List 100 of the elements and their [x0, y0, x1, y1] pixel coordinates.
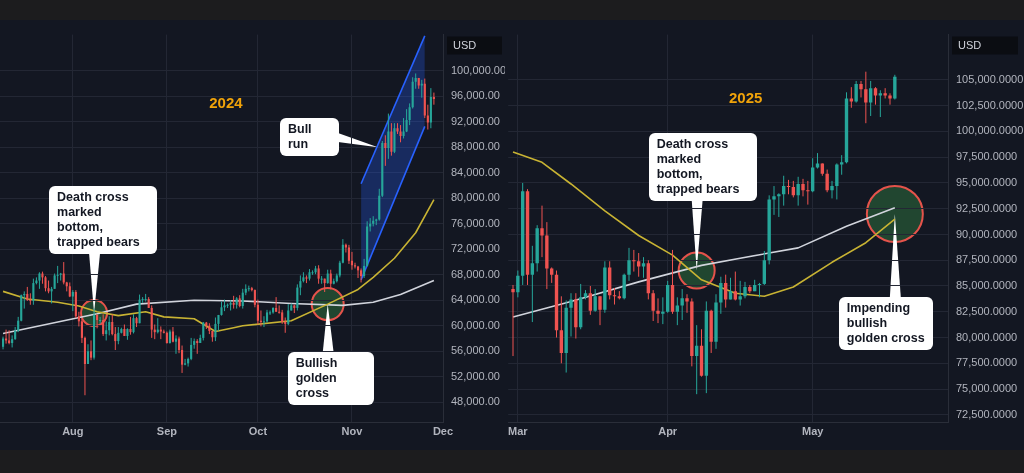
- candlestick: [89, 339, 93, 361]
- candlestick: [311, 269, 314, 276]
- y-tick-label: 75,000.0000: [956, 382, 1018, 395]
- y-tick-label: 68,000.00: [451, 267, 500, 280]
- candlestick: [825, 169, 829, 193]
- x-tick-label: Dec: [432, 424, 454, 437]
- candlestick: [762, 250, 767, 286]
- candlestick: [132, 313, 135, 334]
- candlestick: [680, 288, 684, 321]
- y-tick-label: 76,000.00: [451, 216, 500, 229]
- candlestick: [8, 329, 11, 345]
- candlestick: [835, 162, 839, 200]
- candlestick: [138, 294, 141, 324]
- candlestick: [102, 313, 105, 337]
- y-tick-label: 85,000.0000: [956, 279, 1018, 292]
- x-tick-label: Sep: [156, 424, 178, 437]
- candlestick: [738, 280, 742, 307]
- candlestick: [588, 285, 593, 316]
- y-axis-title: USD: [958, 38, 982, 51]
- candlestick: [806, 180, 810, 206]
- y-tick-label: 97,500.0000: [956, 150, 1018, 163]
- candlestick: [854, 80, 858, 104]
- candlestick: [559, 295, 564, 364]
- y-tick-label: 80,000.00: [451, 191, 500, 204]
- candlestick: [685, 293, 689, 314]
- y-tick-label: 87,500.0000: [956, 253, 1018, 266]
- candlestick: [864, 71, 868, 124]
- candlestick: [516, 270, 520, 298]
- y-tick-label: 88,000.00: [451, 140, 500, 153]
- candlestick: [593, 288, 597, 313]
- candlestick: [627, 247, 631, 282]
- y-tick-label: 60,000.00: [451, 318, 500, 331]
- candlestick: [11, 334, 14, 348]
- x-tick-label: Nov: [341, 424, 364, 437]
- candlestick: [641, 256, 646, 279]
- candlestick: [214, 317, 217, 342]
- y-tick-label: 77,500.0000: [956, 356, 1018, 369]
- candlestick: [184, 358, 187, 366]
- candlestick: [99, 316, 102, 325]
- candlestick: [511, 284, 515, 357]
- y-tick-label: 102,500.0000: [956, 98, 1024, 111]
- y-tick-label: 100,000.0000: [956, 124, 1024, 137]
- candlestick: [719, 276, 723, 315]
- candlestick: [275, 296, 278, 313]
- candlestick: [849, 86, 854, 109]
- y-tick-label: 72,000.00: [451, 242, 500, 255]
- y-tick-label: 72,500.0000: [956, 407, 1018, 420]
- candlestick: [796, 176, 800, 207]
- y-tick-label: 92,000.00: [451, 114, 500, 127]
- x-tick-label: Apr: [658, 424, 678, 437]
- candlestick: [530, 245, 535, 323]
- candlestick: [772, 185, 776, 216]
- callout-box: Death cross marked bottom, trapped bears: [49, 186, 158, 255]
- x-tick-label: May: [801, 424, 825, 437]
- y-tick-label: 56,000.00: [451, 344, 500, 357]
- text: 2024: [209, 94, 244, 112]
- y-tick-label: 84,000.00: [451, 165, 500, 178]
- y-tick-label: 105,000.0000: [956, 72, 1024, 85]
- callout-box: Bullish golden cross: [287, 352, 374, 406]
- candlestick: [296, 283, 299, 311]
- callout-box: Death cross marked bottom, trapped bears: [648, 132, 757, 201]
- callout-box: Impending bullish golden cross: [838, 296, 933, 350]
- candlestick: [105, 320, 108, 341]
- y-tick-label: 48,000.00: [451, 395, 500, 408]
- candlestick: [226, 302, 229, 309]
- y-axis-title: USD: [453, 38, 477, 51]
- y-tick-label: 95,000.0000: [956, 176, 1018, 188]
- y-tick-label: 90,000.0000: [956, 227, 1018, 240]
- candlestick: [888, 92, 892, 106]
- candlestick: [661, 296, 665, 325]
- candlestick: [569, 292, 573, 337]
- candlestick: [656, 297, 660, 324]
- y-tick-label: 64,000.00: [451, 293, 500, 306]
- x-tick-label: Oct: [248, 424, 268, 437]
- candlestick: [868, 80, 873, 117]
- candlestick: [612, 287, 617, 306]
- candlestick: [540, 205, 544, 258]
- candlestick: [893, 74, 897, 101]
- candlestick: [777, 192, 781, 218]
- candlestick: [651, 289, 655, 322]
- x-tick-label: Aug: [62, 424, 84, 437]
- candlestick: [622, 273, 626, 300]
- candlestick: [632, 249, 636, 273]
- y-tick-label: 52,000.00: [451, 369, 500, 382]
- candlestick: [786, 179, 791, 195]
- candlestick: [830, 180, 834, 199]
- candlestick: [360, 267, 363, 283]
- candlestick: [757, 282, 762, 298]
- y-tick-label: 92,500.0000: [956, 201, 1018, 214]
- y-tick-label: 96,000.00: [451, 89, 500, 102]
- candlestick: [859, 80, 863, 98]
- text: 2025: [729, 88, 763, 106]
- candlestick: [341, 238, 344, 264]
- y-tick-label: 82,500.0000: [956, 304, 1018, 317]
- y-tick-label: 80,000.0000: [956, 330, 1018, 343]
- candlestick: [598, 295, 602, 326]
- x-tick-label: Mar: [508, 424, 529, 437]
- callout-box: Bull run: [279, 117, 339, 156]
- candlestick: [384, 134, 387, 167]
- candlestick: [432, 92, 435, 106]
